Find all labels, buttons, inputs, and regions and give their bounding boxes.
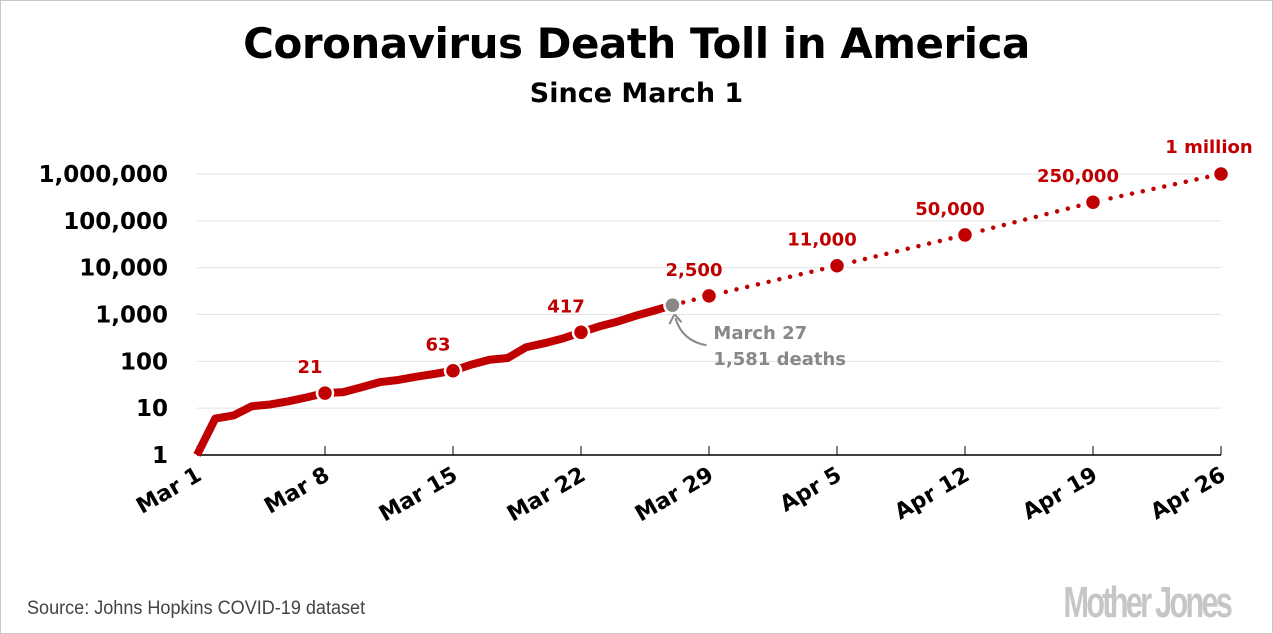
data-label: 11,000 (787, 230, 856, 251)
data-label: 21 (297, 357, 322, 378)
data-point (699, 286, 719, 306)
latest-data-point (663, 295, 682, 315)
y-tick-label: 10 (136, 396, 168, 422)
data-label: 250,000 (1037, 166, 1119, 187)
data-label: 2,500 (666, 260, 723, 281)
x-tick-label: Apr 5 (776, 463, 846, 518)
data-point (1083, 192, 1103, 212)
data-point (827, 256, 847, 275)
data-point (315, 383, 335, 403)
x-tick-label: Mar 15 (375, 463, 462, 528)
data-point (955, 225, 975, 245)
chart-title: Coronavirus Death Toll in America (243, 19, 1030, 68)
data-point (443, 361, 463, 380)
y-tick-label: 1,000,000 (39, 162, 169, 188)
x-tick-label: Apr 26 (1147, 463, 1230, 526)
data-label: 1 million (1165, 137, 1252, 158)
mother-jones-logo: Mother Jones (1063, 578, 1232, 627)
x-tick-label: Mar 1 (132, 463, 206, 520)
x-tick-label: Apr 19 (1019, 463, 1102, 526)
data-label: 50,000 (915, 199, 984, 220)
data-point (1211, 164, 1231, 184)
chart-subtitle: Since March 1 (529, 78, 744, 109)
data-label: 417 (547, 296, 585, 317)
y-tick-label: 1,000 (95, 303, 168, 329)
x-tick-label: Mar 8 (260, 463, 334, 520)
y-tick-label: 100 (120, 349, 168, 375)
y-tick-label: 10,000 (79, 256, 168, 282)
projection-dotted-line (670, 171, 1224, 308)
actual-deaths-line (193, 301, 674, 457)
annotation-text: March 27 (713, 323, 807, 344)
x-tick-label: Mar 22 (503, 463, 590, 528)
annotation-text: 1,581 deaths (713, 349, 846, 370)
data-point (571, 323, 591, 342)
y-tick-label: 100,000 (63, 209, 168, 235)
x-tick-label: Mar 29 (631, 463, 718, 528)
annotation-arrow (674, 317, 707, 347)
data-label: 63 (425, 335, 450, 356)
x-tick-label: Apr 12 (891, 463, 974, 526)
source-note: Source: Johns Hopkins COVID-19 dataset (27, 598, 366, 619)
y-tick-label: 1 (152, 443, 168, 469)
